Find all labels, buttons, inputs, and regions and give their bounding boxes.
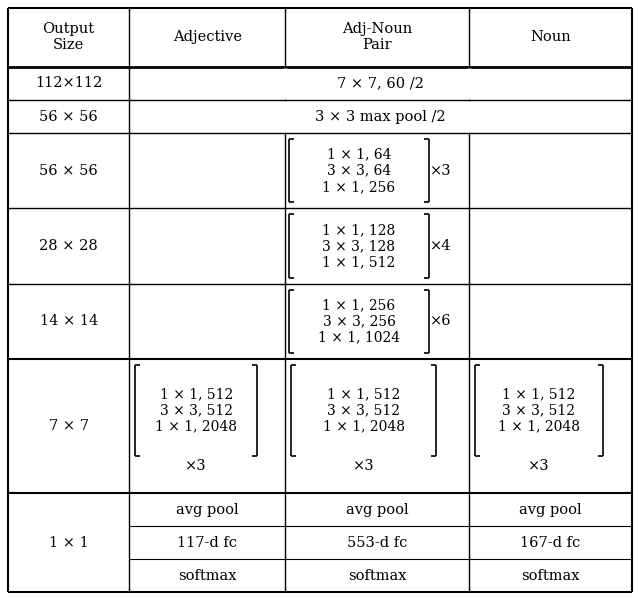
Text: ×3: ×3 [186, 458, 207, 473]
Text: 7 × 7: 7 × 7 [49, 419, 89, 433]
Text: 3 × 3 max pool /2: 3 × 3 max pool /2 [316, 110, 446, 124]
Text: avg pool: avg pool [519, 503, 582, 517]
Text: 1 × 1, 512
3 × 3, 512
1 × 1, 2048: 1 × 1, 512 3 × 3, 512 1 × 1, 2048 [323, 387, 404, 433]
Text: 553-d fc: 553-d fc [347, 536, 408, 550]
Text: softmax: softmax [522, 569, 580, 583]
Text: 14 × 14: 14 × 14 [40, 314, 98, 328]
Text: 1 × 1, 512
3 × 3, 512
1 × 1, 2048: 1 × 1, 512 3 × 3, 512 1 × 1, 2048 [156, 387, 237, 433]
Text: ×3: ×3 [528, 458, 550, 473]
Text: 1 × 1: 1 × 1 [49, 536, 88, 550]
Text: Noun: Noun [530, 31, 571, 44]
Text: 112×112: 112×112 [35, 76, 102, 91]
Text: Adjective: Adjective [173, 31, 242, 44]
Text: avg pool: avg pool [346, 503, 408, 517]
Text: ×4: ×4 [430, 239, 451, 253]
Text: 1 × 1, 128
3 × 3, 128
1 × 1, 512: 1 × 1, 128 3 × 3, 128 1 × 1, 512 [323, 223, 396, 269]
Text: ×3: ×3 [430, 164, 451, 178]
Text: 28 × 28: 28 × 28 [39, 239, 98, 253]
Text: ×3: ×3 [353, 458, 374, 473]
Text: 117-d fc: 117-d fc [177, 536, 237, 550]
Text: 56 × 56: 56 × 56 [39, 110, 98, 124]
Text: 7 × 7, 60 /2: 7 × 7, 60 /2 [337, 76, 424, 91]
Text: Output
Size: Output Size [43, 22, 95, 52]
Text: avg pool: avg pool [176, 503, 239, 517]
Text: 167-d fc: 167-d fc [520, 536, 580, 550]
Text: softmax: softmax [348, 569, 406, 583]
Text: ×6: ×6 [430, 314, 451, 328]
Text: 1 × 1, 512
3 × 3, 512
1 × 1, 2048: 1 × 1, 512 3 × 3, 512 1 × 1, 2048 [498, 387, 580, 433]
Text: 1 × 1, 64
3 × 3, 64
1 × 1, 256: 1 × 1, 64 3 × 3, 64 1 × 1, 256 [323, 148, 396, 194]
Text: 1 × 1, 256
3 × 3, 256
1 × 1, 1024: 1 × 1, 256 3 × 3, 256 1 × 1, 1024 [318, 298, 400, 344]
Text: 56 × 56: 56 × 56 [39, 164, 98, 178]
Text: softmax: softmax [178, 569, 237, 583]
Text: Adj-Noun
Pair: Adj-Noun Pair [342, 22, 412, 52]
